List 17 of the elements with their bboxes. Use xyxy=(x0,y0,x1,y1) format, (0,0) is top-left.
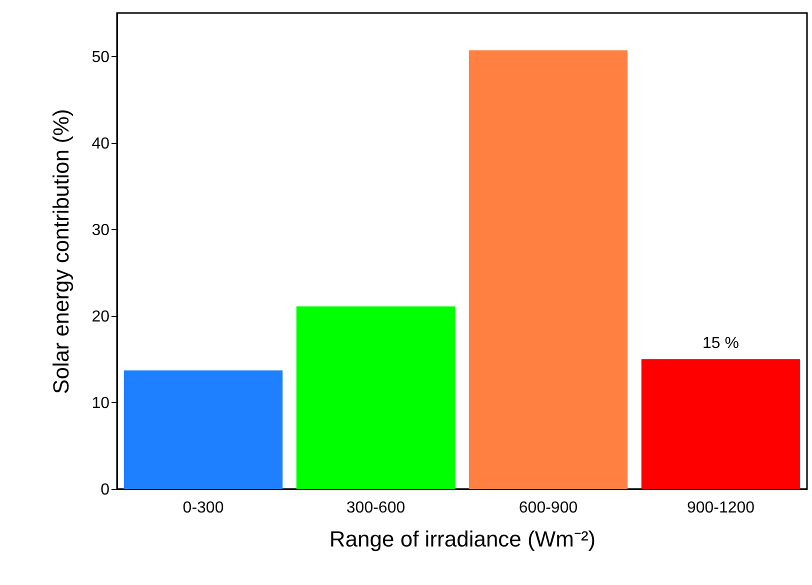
y-tick-label: 50 xyxy=(92,48,110,66)
y-axis-title: Solar energy contribution (%) xyxy=(48,109,74,394)
x-tick-label: 600-900 xyxy=(518,500,578,516)
y-tick-label: 30 xyxy=(92,222,110,239)
x-tick-label: 900-1200 xyxy=(686,500,755,516)
x-tick-label: 0-300 xyxy=(182,500,224,516)
y-tick-label: 20 xyxy=(92,308,110,326)
x-tick-label: 300-600 xyxy=(346,500,406,516)
y-tick-label: 0 xyxy=(100,482,110,498)
y-tick-label: 10 xyxy=(92,394,110,412)
data-label: 15 % xyxy=(702,335,739,352)
bar xyxy=(468,50,628,489)
bar xyxy=(124,370,283,489)
bar xyxy=(641,359,800,489)
bar xyxy=(296,306,456,489)
y-tick-label: 40 xyxy=(92,135,110,152)
x-axis-title: Range of irradiance (Wm⁻²) xyxy=(329,526,596,552)
